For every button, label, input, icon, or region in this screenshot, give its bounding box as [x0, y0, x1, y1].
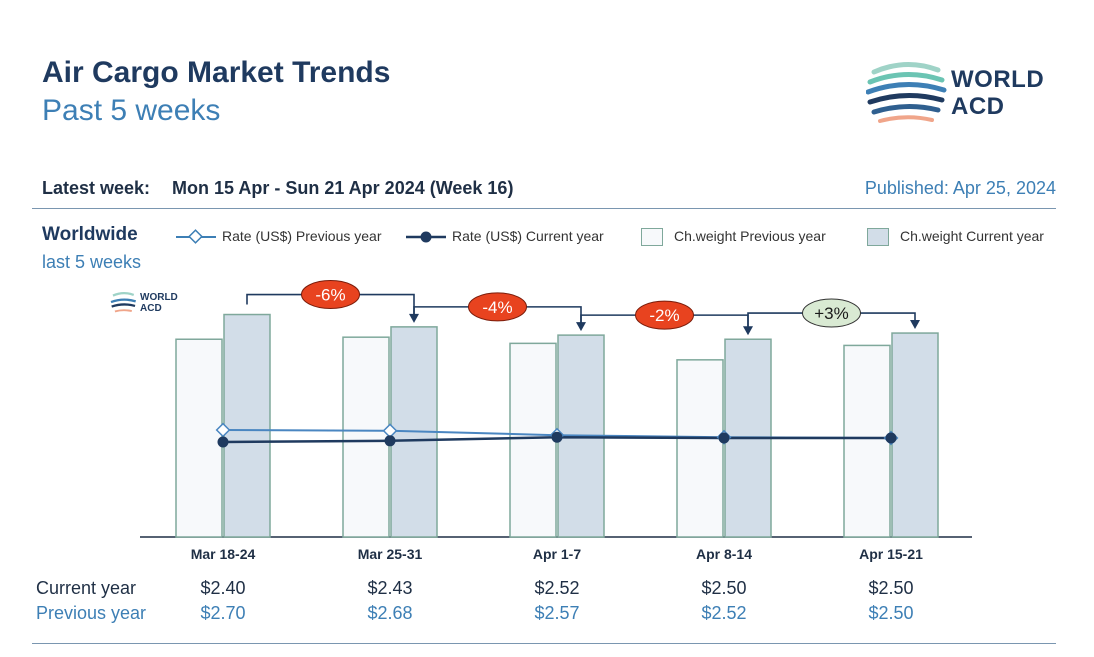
change-arrow-icon	[743, 326, 753, 336]
published-date: Published: Apr 25, 2024	[864, 178, 1056, 198]
legend-rate-prev-icon	[176, 229, 216, 244]
previous-year-rate-value: $2.68	[367, 603, 413, 623]
logo-text-acd: ACD	[951, 93, 1005, 120]
point-rate-cur	[551, 431, 563, 443]
latest-week-label: Latest week:	[42, 178, 151, 198]
latest-week-value: Mon 15 Apr - Sun 21 Apr 2024 (Week 16)	[172, 178, 514, 198]
point-rate-cur	[217, 436, 229, 448]
current-year-rate-value: $2.43	[367, 578, 413, 598]
region-name: Worldwide	[42, 224, 138, 245]
point-rate-prev	[215, 422, 231, 438]
change-arrow-icon	[910, 320, 920, 330]
legend-rate-prev-label: Rate (US$) Previous year	[222, 228, 382, 244]
previous-year-rate-value: $2.57	[534, 603, 580, 623]
bar-weight-prev	[676, 359, 724, 538]
current-year-rate-value: $2.40	[200, 578, 246, 598]
previous-year-rate-value: $2.70	[200, 603, 246, 623]
bar-weight-cur	[891, 332, 939, 538]
chart-watermark-text: WORLD ACD	[140, 292, 178, 314]
point-rate-cur	[718, 432, 730, 444]
change-badge	[635, 300, 694, 330]
current-year-rate-value: $2.50	[868, 578, 914, 598]
current-year-rate-value: $2.50	[701, 578, 747, 598]
point-rate-cur	[384, 435, 396, 447]
logo-text-world: WORLD	[951, 66, 1045, 93]
current-year-rate-value: $2.52	[534, 578, 580, 598]
change-badge	[802, 298, 861, 328]
legend-weight-cur-swatch	[867, 228, 889, 246]
change-arrow-icon	[576, 322, 586, 332]
chart-area: -6% -4% -2% +3%	[140, 280, 972, 538]
legend-weight-cur-label: Ch.weight Current year	[900, 228, 1044, 244]
bar-weight-prev	[175, 338, 223, 538]
legend-rate-cur-icon	[406, 231, 446, 243]
previous-year-rate-value: $2.52	[701, 603, 747, 623]
x-axis-tick-label: Apr 1-7	[532, 546, 582, 562]
header-divider	[32, 208, 1056, 209]
legend-rate-cur-label: Rate (US$) Current year	[452, 228, 604, 244]
change-badge-label: -6%	[315, 286, 345, 305]
bar-weight-cur	[223, 313, 271, 538]
point-rate-cur	[885, 432, 897, 444]
x-axis-tick-label: Apr 8-14	[695, 546, 753, 562]
point-rate-prev	[382, 423, 398, 439]
previous-year-rate-value: $2.50	[868, 603, 914, 623]
worldacd-logo-icon	[866, 61, 947, 123]
bar-weight-prev	[342, 336, 390, 538]
change-badge-label: +3%	[814, 304, 849, 323]
bar-weight-prev	[843, 344, 891, 538]
previous-year-row-label: Previous year	[36, 603, 147, 623]
footer-divider	[32, 643, 1056, 644]
page-title: Air Cargo Market Trends	[42, 56, 391, 89]
change-badge-label: -4%	[482, 298, 512, 317]
chart-watermark-logo-icon	[110, 291, 137, 313]
x-axis-tick-label: Mar 18-24	[190, 546, 256, 562]
x-axis-tick-label: Apr 15-21	[859, 546, 923, 562]
bar-weight-prev	[509, 342, 557, 538]
change-arrow-icon	[409, 313, 419, 323]
legend-weight-prev-swatch	[641, 228, 663, 246]
current-year-row-label: Current year	[36, 578, 137, 598]
x-axis-tick-label: Mar 25-31	[357, 546, 423, 562]
legend-weight-prev-label: Ch.weight Previous year	[674, 228, 826, 244]
page-subtitle: Past 5 weeks	[42, 94, 221, 127]
change-badge-label: -2%	[649, 306, 679, 325]
change-badge	[468, 292, 527, 322]
region-period: last 5 weeks	[42, 252, 142, 272]
change-badge	[301, 280, 360, 310]
